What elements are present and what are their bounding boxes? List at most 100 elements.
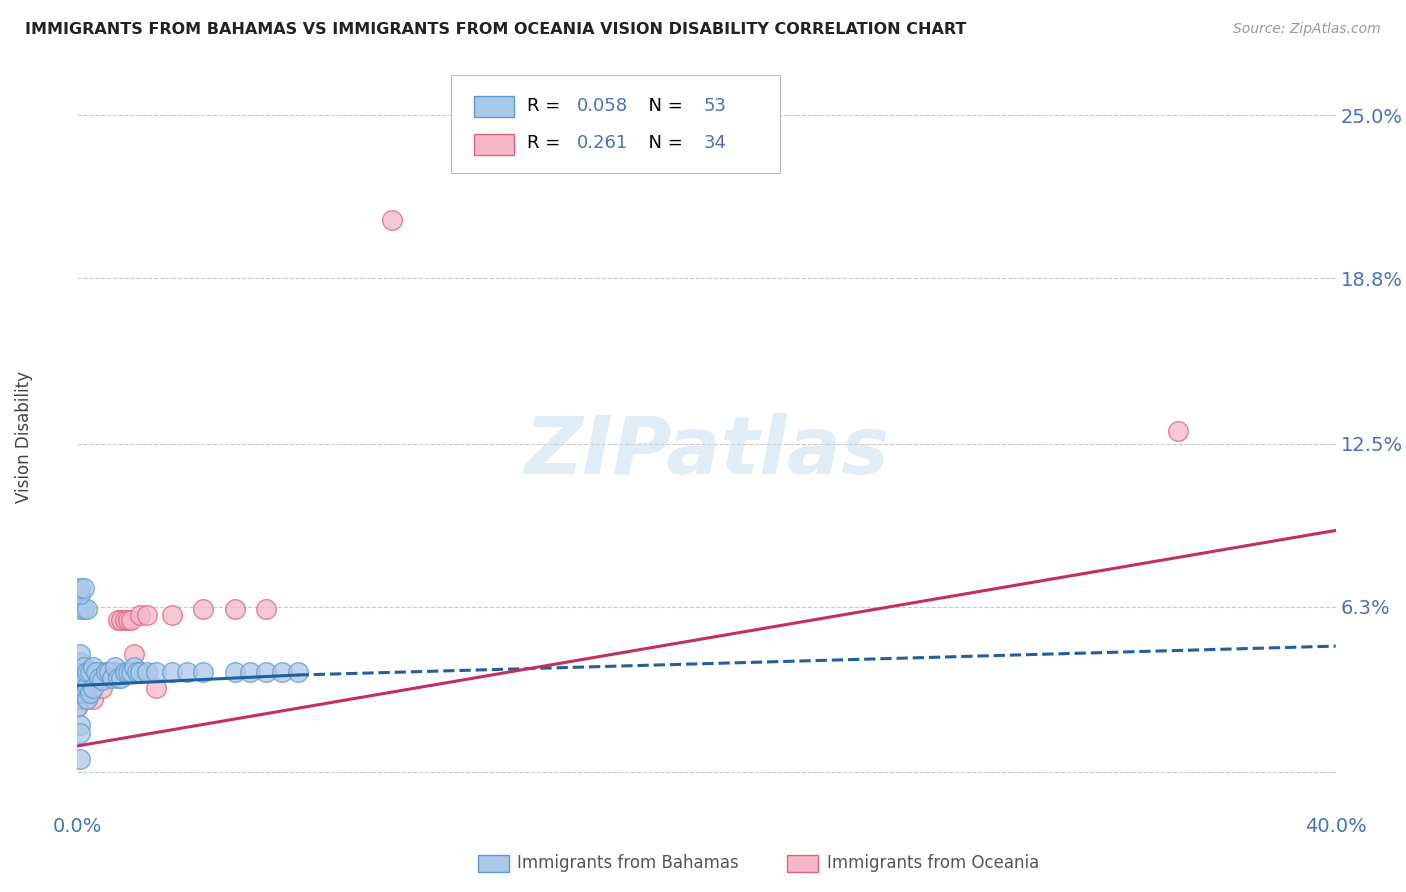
Point [76, 665, 98, 680]
FancyBboxPatch shape [451, 75, 779, 173]
Point [72, 673, 94, 688]
Text: Source: ZipAtlas.com: Source: ZipAtlas.com [1233, 22, 1381, 37]
Point [160, 607, 183, 622]
Point [97, 665, 120, 680]
Point [254, 602, 277, 616]
Point [122, 660, 145, 674]
Point [224, 602, 246, 616]
Text: 53: 53 [704, 97, 727, 115]
Point [117, 613, 139, 627]
Point [72, 673, 94, 688]
Text: ZIPatlas: ZIPatlas [524, 413, 889, 491]
FancyBboxPatch shape [474, 134, 515, 154]
Point [76, 602, 98, 616]
Point [82, 681, 104, 695]
Point [69, 602, 91, 616]
Point [76, 665, 98, 680]
Text: N =: N = [637, 135, 689, 153]
Point [129, 665, 152, 680]
Point [84, 665, 107, 680]
Point [82, 691, 104, 706]
Point [191, 665, 215, 680]
Point [72, 581, 94, 595]
Point [82, 660, 104, 674]
Point [224, 665, 246, 680]
Point [72, 681, 94, 695]
Point [69, 581, 91, 595]
Text: R =: R = [527, 97, 565, 115]
Point [76, 691, 98, 706]
Point [69, 586, 91, 600]
Point [120, 665, 142, 680]
Point [69, 752, 91, 766]
Point [66, 699, 89, 714]
Point [69, 660, 91, 674]
Point [114, 613, 136, 627]
Point [79, 665, 101, 680]
Point [72, 602, 94, 616]
Point [120, 613, 142, 627]
Point [97, 665, 120, 680]
Point [69, 718, 91, 732]
Text: 34: 34 [704, 135, 727, 153]
Point [191, 602, 215, 616]
Text: N =: N = [637, 97, 689, 115]
Text: Immigrants from Oceania: Immigrants from Oceania [827, 855, 1039, 872]
Point [69, 686, 91, 700]
Point [127, 665, 149, 680]
Point [69, 647, 91, 661]
Point [110, 613, 132, 627]
Point [176, 665, 198, 680]
Point [114, 665, 136, 680]
Point [69, 691, 91, 706]
Point [79, 681, 101, 695]
Text: 0.058: 0.058 [576, 97, 628, 115]
Point [104, 665, 127, 680]
Point [76, 679, 98, 693]
Point [107, 613, 129, 627]
Point [76, 691, 98, 706]
Point [101, 671, 124, 685]
Point [1167, 424, 1189, 438]
Point [69, 673, 91, 688]
Point [91, 681, 114, 695]
Point [110, 671, 132, 685]
Point [72, 686, 94, 700]
Text: R =: R = [527, 135, 565, 153]
Point [94, 665, 117, 680]
Text: IMMIGRANTS FROM BAHAMAS VS IMMIGRANTS FROM OCEANIA VISION DISABILITY CORRELATION: IMMIGRANTS FROM BAHAMAS VS IMMIGRANTS FR… [25, 22, 967, 37]
Point [69, 655, 91, 669]
Point [104, 660, 127, 674]
Point [72, 691, 94, 706]
Point [254, 665, 277, 680]
Point [145, 665, 167, 680]
Point [287, 665, 309, 680]
Point [69, 679, 91, 693]
Point [79, 686, 101, 700]
Point [69, 665, 91, 680]
Text: 0.261: 0.261 [576, 135, 628, 153]
Point [72, 660, 94, 674]
Text: Vision Disability: Vision Disability [15, 371, 34, 503]
Point [122, 647, 145, 661]
Point [135, 665, 157, 680]
Point [107, 671, 129, 685]
Point [101, 665, 124, 680]
FancyBboxPatch shape [474, 96, 515, 117]
Point [89, 671, 111, 685]
Point [69, 665, 91, 680]
Point [145, 681, 167, 695]
Point [160, 665, 183, 680]
Point [79, 665, 101, 680]
Point [89, 665, 111, 680]
Point [91, 673, 114, 688]
Point [66, 699, 89, 714]
Point [82, 665, 104, 680]
Point [84, 665, 107, 680]
Point [94, 665, 117, 680]
Point [69, 681, 91, 695]
Point [69, 726, 91, 740]
Text: Immigrants from Bahamas: Immigrants from Bahamas [517, 855, 740, 872]
Point [129, 607, 152, 622]
Point [381, 213, 404, 227]
